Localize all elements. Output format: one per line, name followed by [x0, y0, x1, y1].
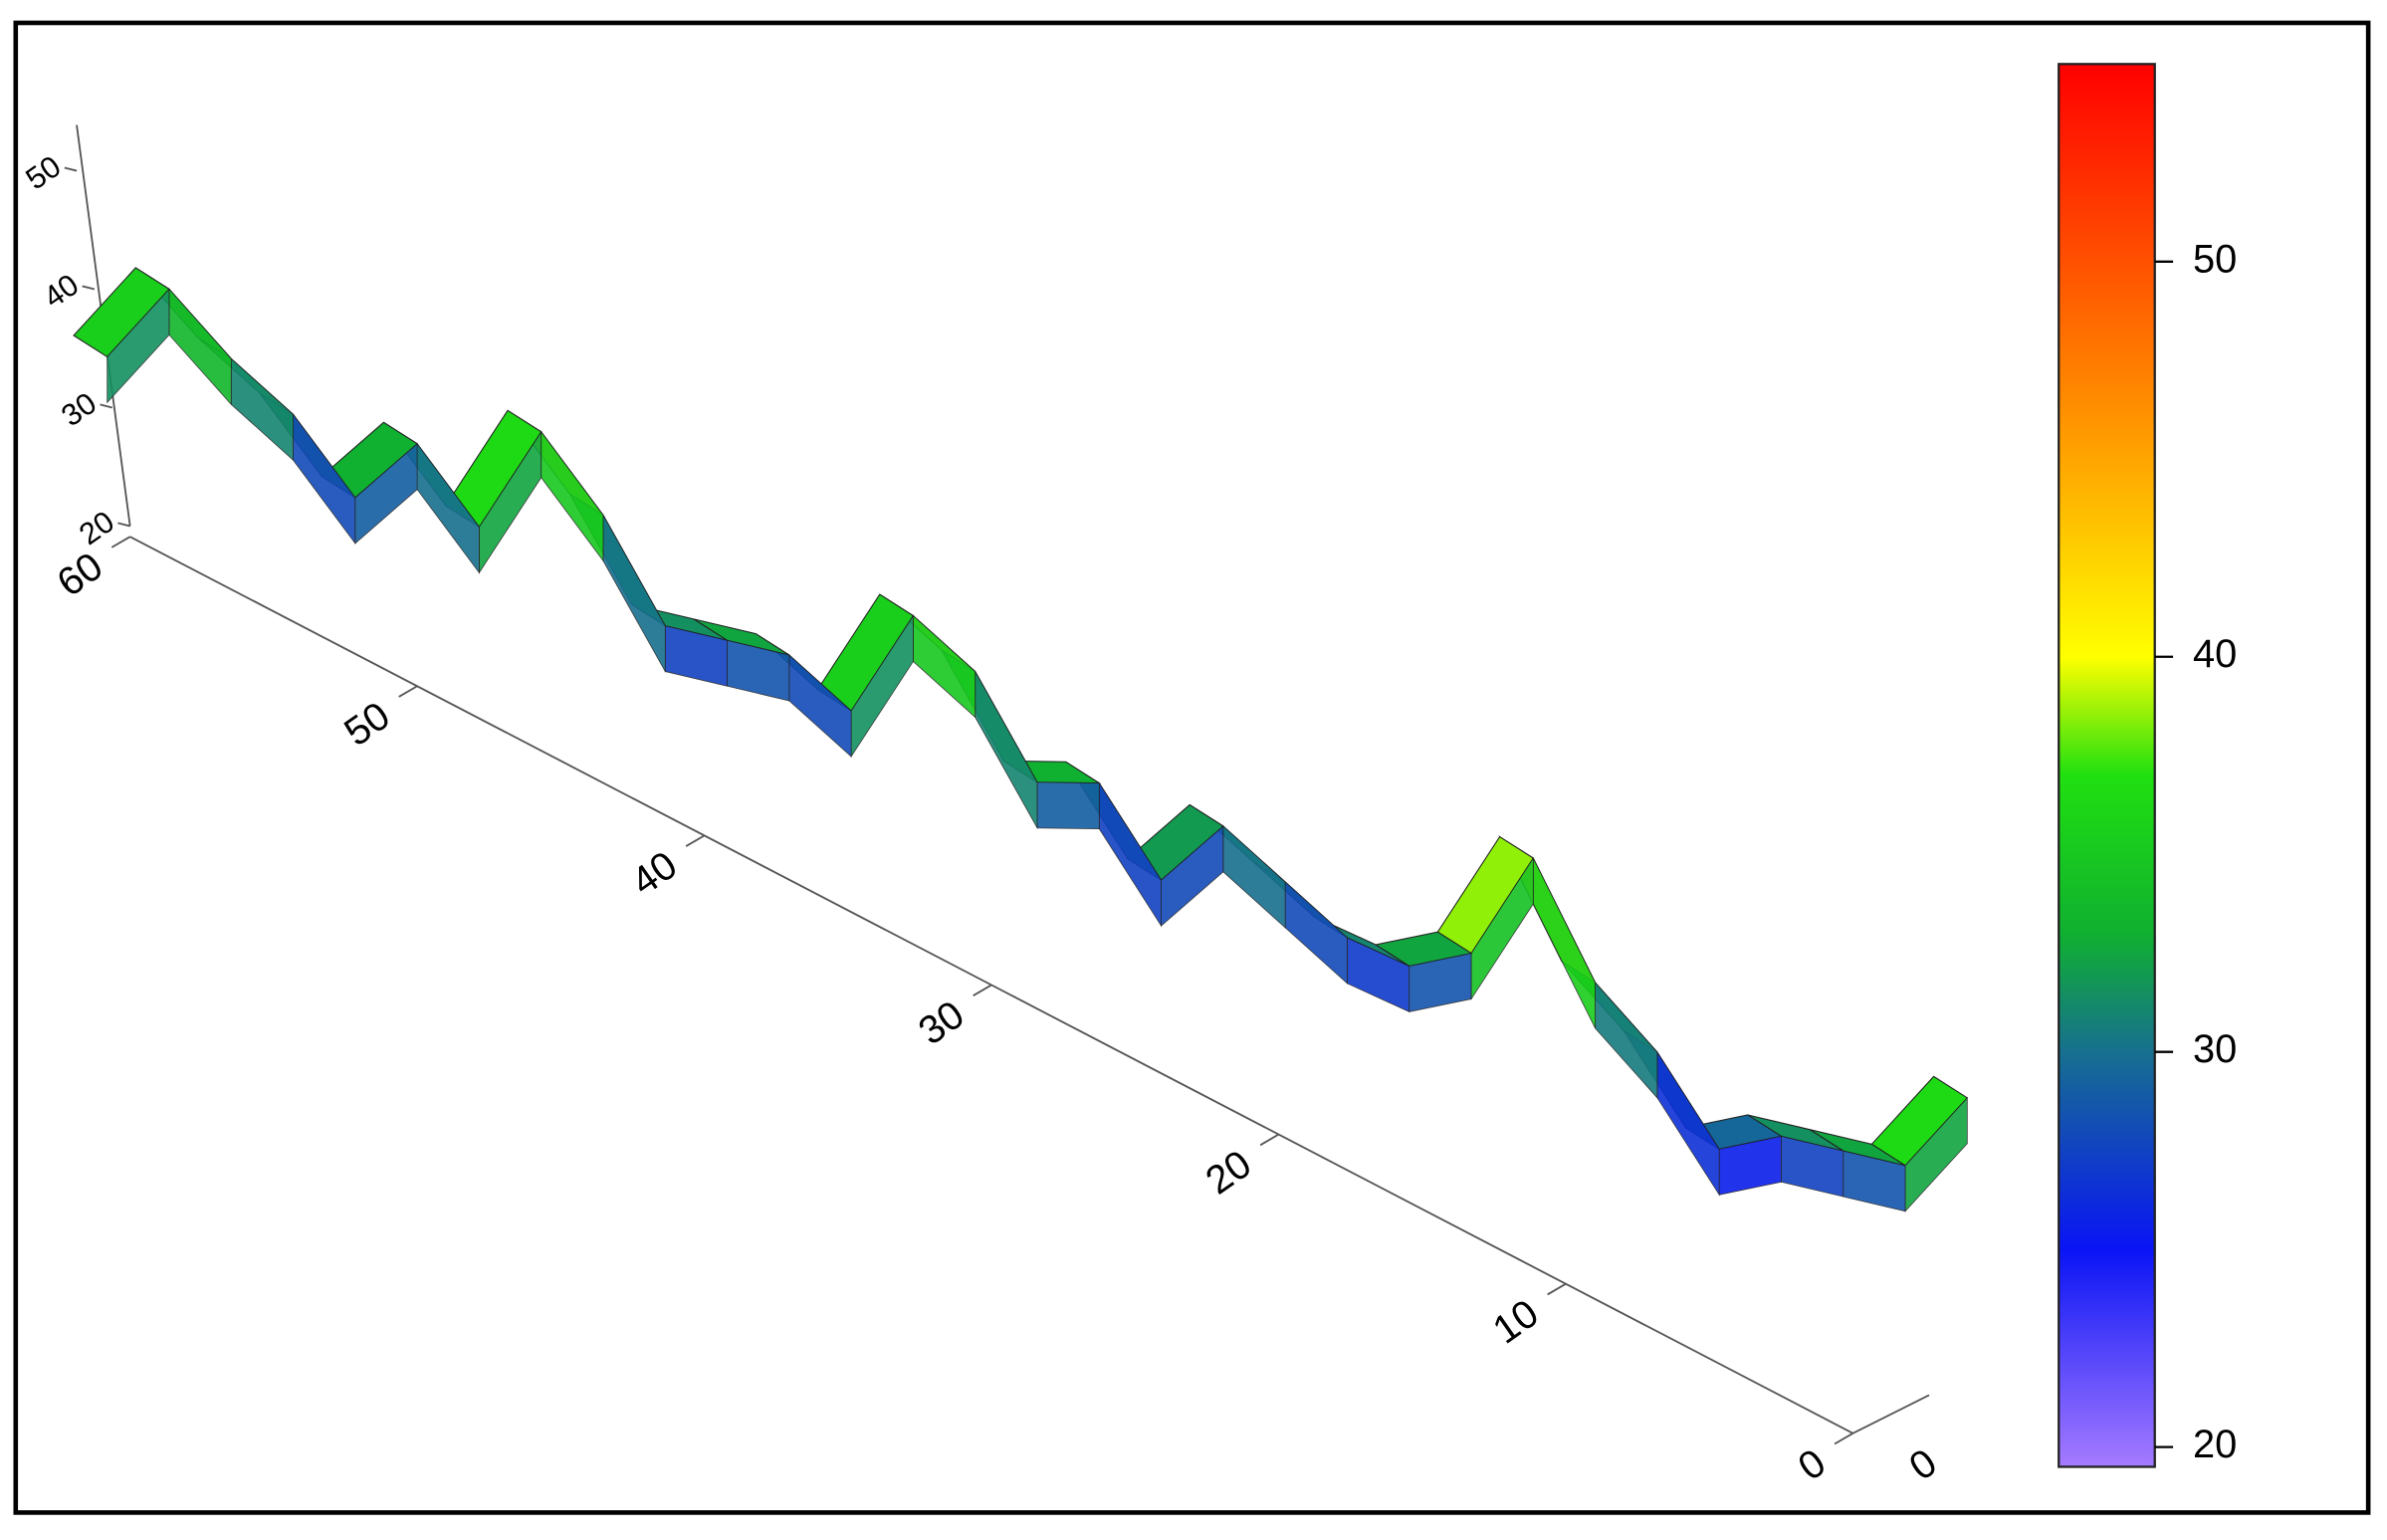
z-tick-label: 20	[74, 505, 120, 551]
x-tick	[973, 984, 992, 996]
surface-side	[1284, 881, 1348, 985]
surface-side	[602, 513, 666, 674]
surface-side	[1595, 982, 1658, 1099]
z-tick	[117, 522, 130, 528]
colorbar-tick-label: 50	[2193, 237, 2237, 281]
colorbar-tick-label: 40	[2193, 632, 2237, 676]
x-tick-label: 20	[1198, 1142, 1260, 1203]
surface-side	[541, 430, 604, 562]
x-tick	[1834, 1431, 1853, 1445]
z-tick-label: 40	[38, 268, 85, 315]
y-tick-label: 0	[1901, 1440, 1944, 1489]
z-tick	[82, 285, 96, 291]
surface-side	[913, 614, 976, 719]
x-tick	[1547, 1282, 1567, 1296]
z-tick	[64, 166, 78, 172]
x-tick-label: 50	[336, 694, 398, 755]
x-tick-label: 30	[911, 992, 973, 1053]
surface-side	[975, 670, 1038, 830]
surface-side	[1036, 781, 1100, 830]
x-tick-label: 0	[1791, 1440, 1834, 1489]
colorbar-tick-label: 30	[2193, 1027, 2237, 1071]
colorbar-tick-label: 20	[2193, 1423, 2237, 1466]
x-tick	[685, 834, 706, 847]
z-tick	[100, 403, 113, 409]
surface-side	[168, 288, 232, 406]
surface-side	[107, 288, 170, 404]
surface-side	[1222, 825, 1286, 929]
y-axis	[1852, 1394, 1930, 1434]
x-tick	[110, 536, 131, 549]
surface-side	[1532, 857, 1596, 1029]
z-tick-label: 30	[56, 386, 103, 433]
surface-side	[230, 357, 294, 462]
x-tick-label: 60	[50, 545, 111, 605]
z-tick-label: 50	[20, 149, 67, 196]
x-tick	[398, 685, 418, 698]
x-tick-label: 40	[624, 843, 686, 904]
x-tick	[1259, 1133, 1279, 1147]
x-tick-label: 10	[1485, 1291, 1547, 1352]
frame	[13, 20, 2371, 1515]
colorbar	[2058, 63, 2156, 1468]
